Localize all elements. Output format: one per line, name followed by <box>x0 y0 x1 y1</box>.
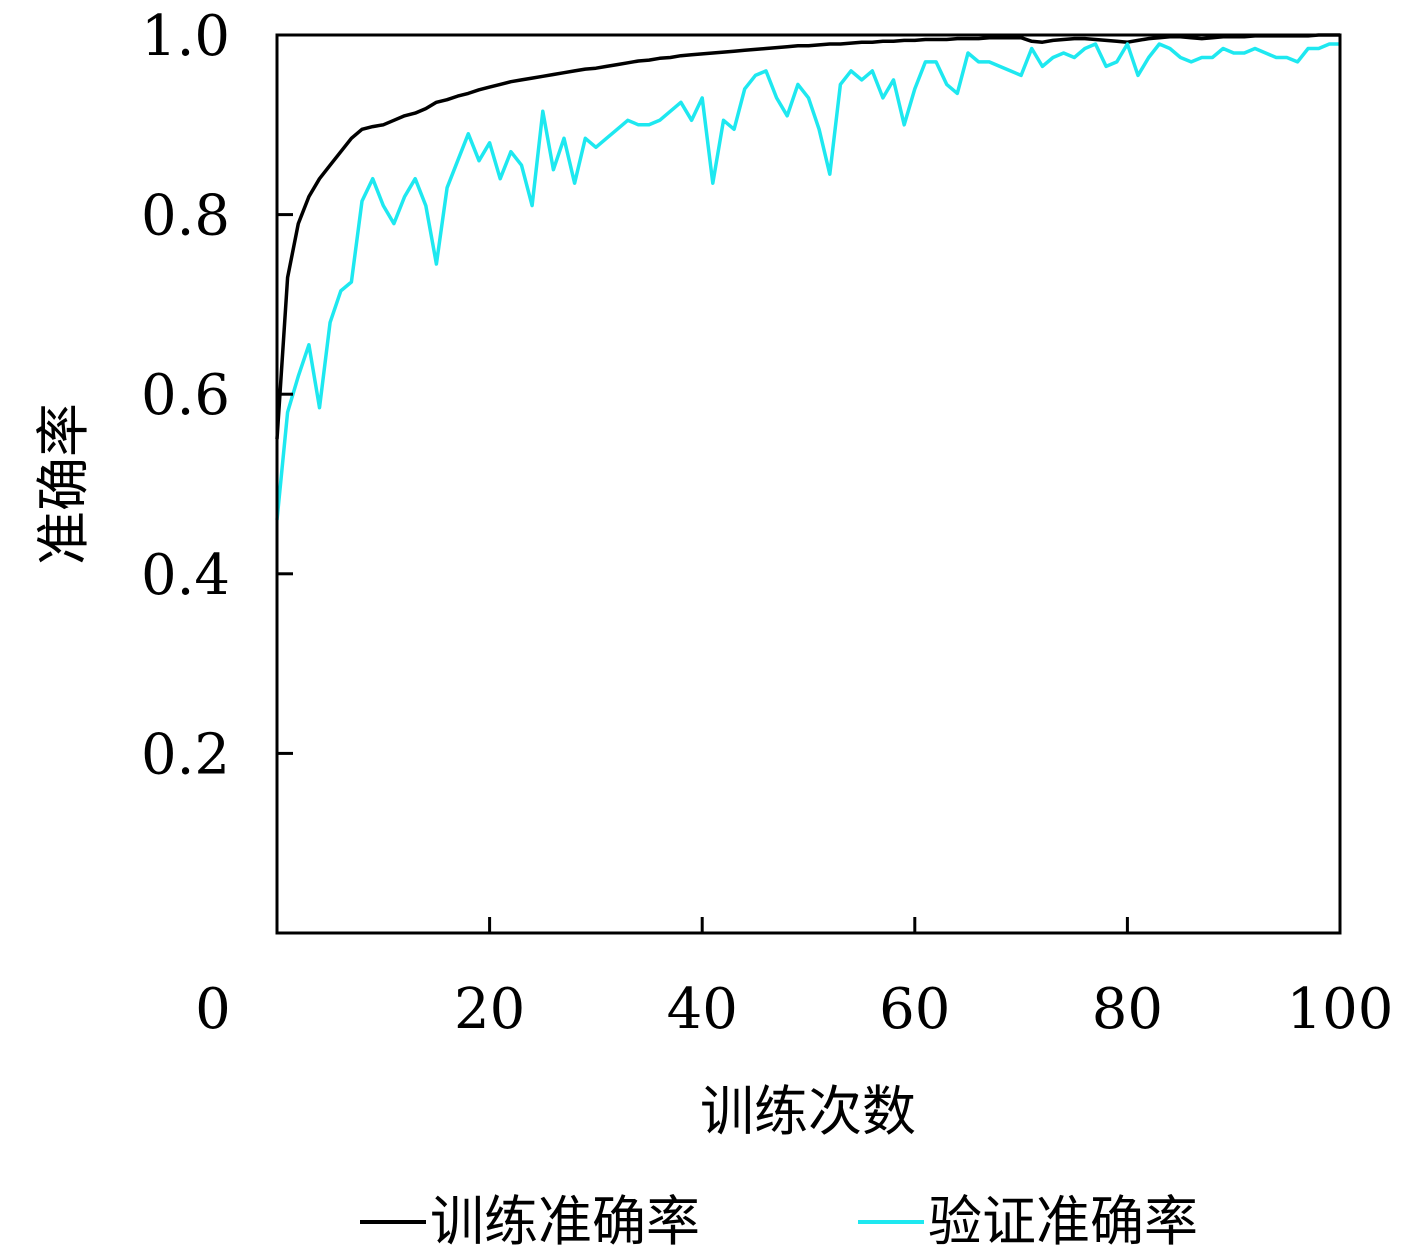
x-tick-label: 80 <box>1092 977 1163 1042</box>
y-tick-label: 0.8 <box>141 184 230 249</box>
x-tick-label: 20 <box>454 977 525 1042</box>
legend-label-0: 训练准确率 <box>430 1190 700 1253</box>
plot-frame <box>275 33 1342 935</box>
series-line-1 <box>275 42 1340 521</box>
x-tick-label: 0 <box>195 977 231 1042</box>
y-tick-label: 0.6 <box>141 363 230 428</box>
x-axis-title: 训练次数 <box>700 1080 916 1143</box>
y-tick-label: 0.2 <box>141 722 230 787</box>
x-tick-label: 60 <box>879 977 950 1042</box>
series-line-0 <box>275 33 1340 440</box>
legend-label-1: 验证准确率 <box>928 1190 1198 1253</box>
y-axis-title: 准确率 <box>32 403 95 565</box>
y-tick-label: 1.0 <box>141 4 230 69</box>
series-layer <box>275 33 1340 521</box>
x-tick-label: 40 <box>667 977 738 1042</box>
x-tick-label: 100 <box>1287 977 1394 1042</box>
y-tick-label: 0.4 <box>141 543 230 608</box>
ticks-layer: 0 20 40 60 80 100 0.2 0.4 0.6 0.8 1.0 <box>141 4 1394 1042</box>
legend: 训练准确率 验证准确率 <box>360 1190 1198 1253</box>
